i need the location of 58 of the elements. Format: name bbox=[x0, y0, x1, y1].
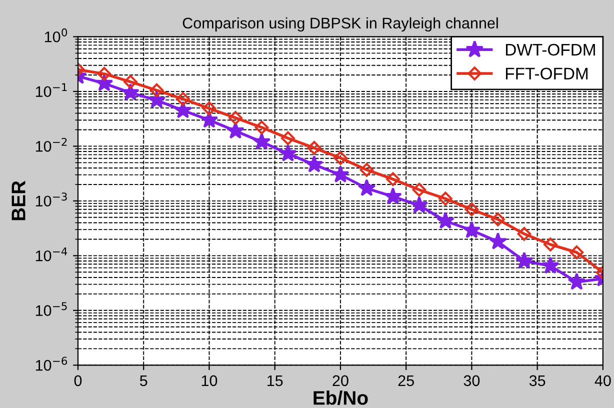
point bbox=[281, 131, 295, 146]
point bbox=[438, 192, 452, 206]
point bbox=[200, 110, 218, 128]
point bbox=[148, 90, 166, 108]
legend-label: DWT-OFDM bbox=[506, 44, 595, 56]
point bbox=[202, 101, 216, 116]
point bbox=[464, 202, 479, 216]
x-tick-label: 15 bbox=[268, 375, 283, 386]
point bbox=[358, 178, 376, 196]
point bbox=[462, 220, 481, 238]
point bbox=[97, 66, 112, 81]
x-tick-label: 40 bbox=[594, 375, 611, 386]
point bbox=[305, 155, 324, 172]
point bbox=[122, 83, 140, 100]
point bbox=[488, 232, 507, 250]
point bbox=[334, 151, 348, 165]
x-tick-label: 20 bbox=[332, 375, 348, 386]
y-tick-label: 10$^{−4}$ bbox=[36, 247, 68, 262]
point bbox=[254, 120, 269, 134]
point bbox=[278, 144, 297, 162]
point bbox=[386, 172, 400, 186]
point bbox=[360, 162, 374, 177]
point bbox=[174, 101, 192, 118]
x-tick-label: 30 bbox=[464, 375, 480, 386]
point bbox=[228, 110, 242, 125]
y-tick-label: 10$^{−3}$ bbox=[36, 192, 67, 207]
x-tick-label: 25 bbox=[398, 375, 414, 386]
chart-title: Comparison using DBPSK in Rayleigh channel bbox=[182, 17, 498, 32]
x-axis-title: Eb/No bbox=[314, 390, 368, 405]
point bbox=[124, 74, 138, 89]
point bbox=[436, 212, 454, 229]
y-tick-label: 10$^{0}$ bbox=[44, 28, 68, 42]
x-tick-label: 10 bbox=[202, 375, 218, 386]
x-tick-label: 35 bbox=[529, 375, 546, 386]
y-tick-label: 10$^{−5}$ bbox=[36, 302, 67, 316]
x-tick-label: 5 bbox=[140, 375, 148, 386]
y-tick-label: 10$^{−2}$ bbox=[36, 138, 67, 152]
point bbox=[331, 165, 350, 183]
point bbox=[515, 252, 534, 269]
y-tick-label: 10$^{−1}$ bbox=[36, 83, 67, 98]
point bbox=[517, 226, 532, 241]
y-axis-title: BER bbox=[12, 180, 26, 220]
point bbox=[384, 187, 402, 204]
point bbox=[541, 256, 560, 274]
point bbox=[307, 140, 322, 155]
point bbox=[568, 272, 586, 290]
point bbox=[252, 132, 271, 150]
point bbox=[491, 212, 505, 226]
point bbox=[226, 122, 244, 139]
y-tick-label: 10$^{−6}$ bbox=[36, 356, 68, 371]
point bbox=[412, 182, 426, 197]
point bbox=[410, 196, 428, 214]
legend-label: FFT-OFDM bbox=[506, 68, 588, 80]
point bbox=[544, 238, 558, 252]
point bbox=[570, 245, 584, 260]
point bbox=[176, 92, 190, 106]
point bbox=[150, 83, 164, 98]
x-tick-label: 0 bbox=[74, 375, 82, 386]
